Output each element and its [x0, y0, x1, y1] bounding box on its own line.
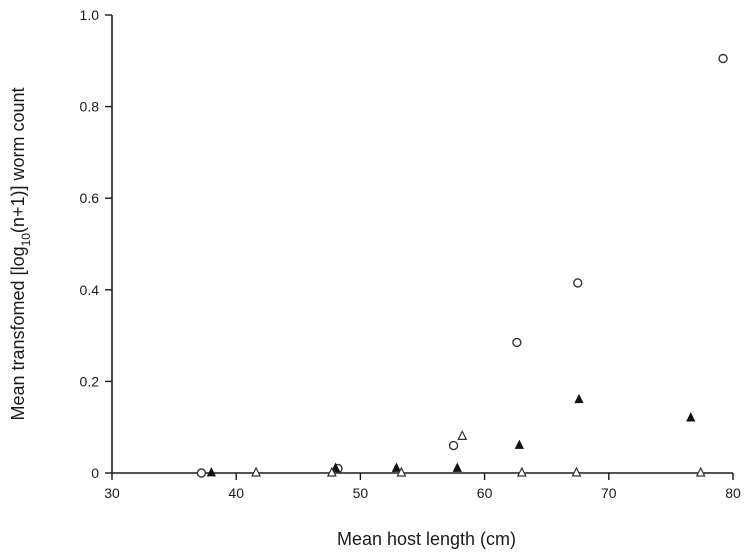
open-circle-point: [718, 53, 728, 64]
x-tick-label: 60: [477, 485, 493, 501]
x-axis-label: Mean host length (cm): [337, 529, 516, 549]
open-triangle-point: [695, 466, 706, 477]
y-tick-label: 0.6: [80, 190, 100, 206]
x-tick-label: 80: [725, 485, 741, 501]
filled-triangle-point: [686, 412, 696, 422]
y-tick-label: 0.8: [80, 99, 100, 115]
y-axis-label-post: (n+1)] worm count: [8, 87, 28, 233]
y-tick-label: 0.4: [80, 282, 100, 298]
y-tick-label: 1.0: [80, 7, 100, 23]
x-tick-label: 30: [104, 485, 120, 501]
filled-triangle-point: [330, 462, 341, 472]
filled-triangle-point: [452, 462, 462, 472]
filled-triangle-point: [391, 462, 402, 472]
open-triangle-point: [516, 466, 527, 477]
x-tick-label: 70: [601, 485, 617, 501]
open-circle-point: [512, 337, 522, 348]
x-tick-label: 50: [353, 485, 369, 501]
open-triangle-point: [251, 466, 262, 477]
open-triangle-point: [396, 466, 407, 477]
y-tick-label: 0: [91, 465, 99, 481]
y-axis-label-subscript: 10: [19, 233, 33, 247]
axes: 0 0.2 0.4 0.6 0.8 1.0 30 40 50 60 70 80: [80, 7, 741, 501]
open-circle-point: [448, 440, 459, 451]
open-circle-point: [573, 278, 583, 288]
filled-triangle-point: [206, 467, 217, 477]
filled-triangle-point: [574, 393, 584, 404]
open-triangle-point: [457, 430, 468, 440]
open-triangle-point: [571, 466, 582, 477]
y-axis-label: Mean transfomed [log10(n+1)] worm count: [8, 87, 33, 420]
y-tick-label: 0.2: [80, 373, 100, 389]
x-tick-label: 40: [228, 485, 244, 501]
open-triangle-point: [326, 466, 337, 477]
data-marks: [196, 53, 728, 478]
filled-triangle-point: [514, 439, 525, 449]
open-circle-point: [196, 468, 207, 478]
y-axis-label-pre: Mean transfomed [log: [8, 246, 28, 420]
